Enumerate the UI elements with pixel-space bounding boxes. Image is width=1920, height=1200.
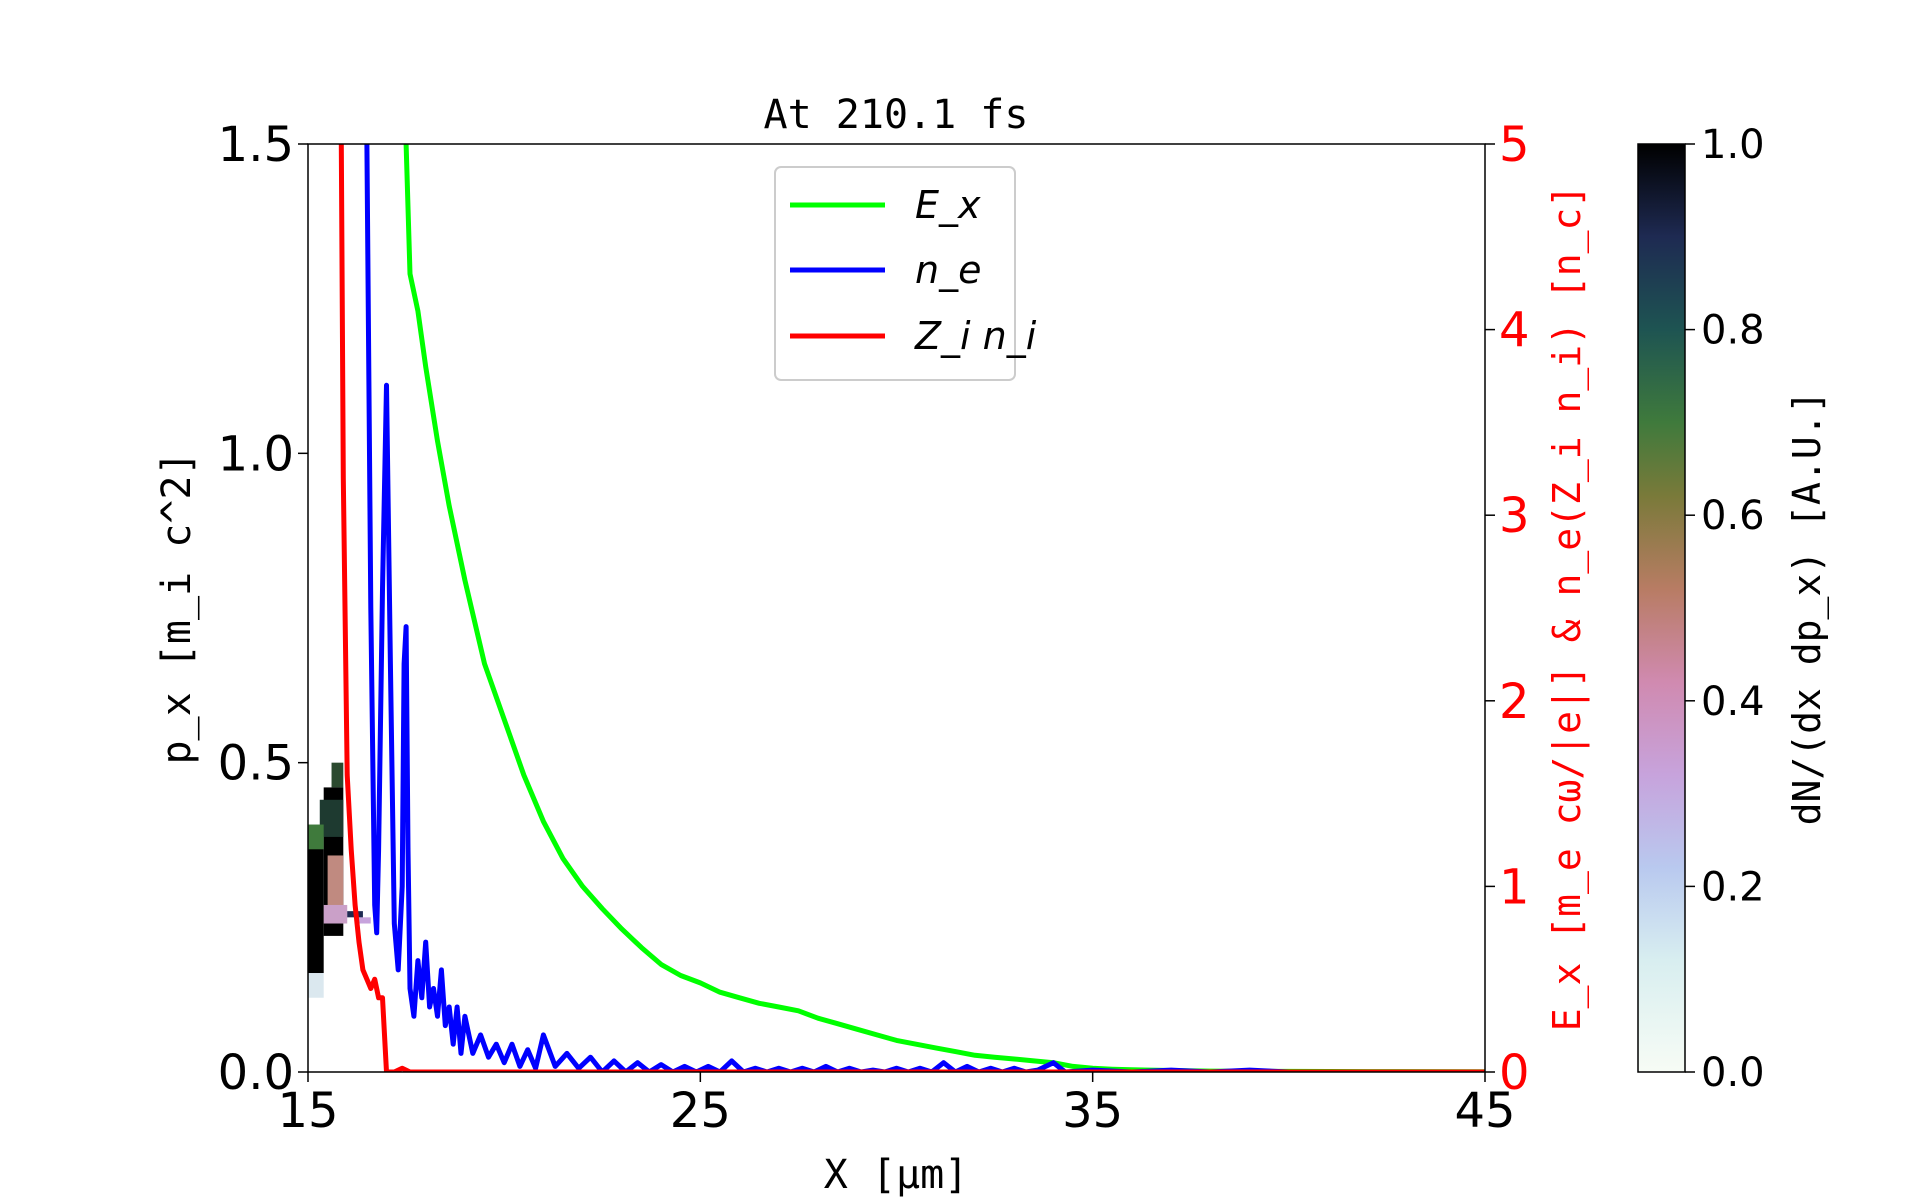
heat-cell-4: [319, 799, 344, 837]
heat-cell-0: [308, 973, 324, 998]
x-axis-label: X [μm]: [824, 1152, 969, 1198]
heat-cell-5: [327, 855, 344, 912]
x-tick-label-1: 25: [670, 1083, 731, 1139]
heat-cell-3: [331, 762, 344, 788]
chart-title: At 210.1 fs: [764, 92, 1029, 138]
colorbar-tick-label-0: 0.0: [1701, 1050, 1765, 1096]
heat-cell-1: [308, 836, 324, 974]
series-lines: [338, 144, 1485, 1072]
colorbar-tick-label-4: 0.8: [1701, 308, 1765, 354]
heat-cell-7: [308, 824, 324, 850]
series-line-0: [403, 144, 1485, 1072]
heat-cell-8: [355, 917, 371, 924]
left-axis-ticks: 0.0 0.5 1.0 1.5: [218, 117, 308, 1101]
y-right-tick-label-1: 1: [1499, 859, 1530, 915]
y-right-tick-label-5: 5: [1499, 117, 1530, 173]
legend-label-ne: n_e: [915, 248, 981, 292]
y-right-tick-label-3: 3: [1499, 488, 1530, 544]
colorbar-tick-label-3: 0.6: [1701, 493, 1765, 539]
series-line-2: [338, 144, 1485, 1072]
y-right-tick-label-2: 2: [1499, 674, 1530, 730]
y-right-tick-label-0: 0: [1499, 1045, 1530, 1101]
colorbar-label: dN/(dx dp_x) [A.U.]: [1785, 391, 1830, 826]
y-left-tick-label-2: 1.0: [218, 426, 294, 482]
legend-label-zini: Z_i n_i: [914, 314, 1037, 358]
legend: E_x n_e Z_i n_i: [774, 166, 1037, 381]
x-tick-label-2: 35: [1062, 1083, 1123, 1139]
legend-label-ex: E_x: [915, 183, 981, 227]
right-axis-label: E_x [m_e cω/|e|] & n_e(Z_i n_i) [n_c]: [1545, 185, 1590, 1031]
heat-cell-6: [323, 904, 348, 924]
left-axis-label: p_x [m_i c^2]: [154, 451, 200, 764]
x-tick-label-0: 15: [277, 1083, 338, 1139]
y-right-tick-label-4: 4: [1499, 303, 1530, 359]
x-axis-ticks: 15 25 35 45: [277, 1072, 1516, 1139]
colorbar-tick-label-2: 0.4: [1701, 679, 1765, 725]
colorbar: [1637, 143, 1686, 1073]
y-left-tick-label-0: 0.0: [218, 1045, 294, 1101]
colorbar-ticks: 0.0 0.2 0.4 0.6 0.8 1.0: [1685, 122, 1765, 1096]
series-line-1: [364, 144, 1485, 1072]
colorbar-tick-label-1: 0.2: [1701, 864, 1765, 910]
y-left-tick-label-3: 1.5: [218, 117, 294, 173]
plot-frame: [307, 143, 1486, 1073]
legend-box: [774, 166, 1016, 381]
colorbar-tick-label-5: 1.0: [1701, 122, 1765, 168]
y-left-tick-label-1: 0.5: [218, 736, 294, 792]
x-tick-label-3: 45: [1454, 1083, 1515, 1139]
right-axis-ticks: 0 1 2 3 4 5: [1485, 117, 1530, 1101]
